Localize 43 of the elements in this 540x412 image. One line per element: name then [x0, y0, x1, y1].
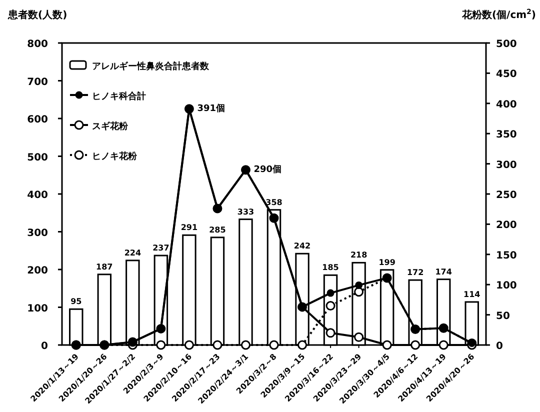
data-label: 391個 — [197, 102, 225, 114]
data-label: 224 — [124, 248, 142, 258]
data-label: 237 — [152, 244, 170, 253]
data-label: 242 — [294, 242, 311, 251]
data-label: 187 — [96, 262, 113, 272]
y-tick-label: 0 — [41, 341, 48, 352]
data-label: 290個 — [254, 164, 282, 175]
y-tick-label: 500 — [27, 152, 48, 164]
y-tick-label: 700 — [27, 76, 48, 88]
data-label: 95 — [70, 297, 82, 306]
y-tick-label: 800 — [27, 39, 48, 50]
y2-tick-label: 250 — [496, 190, 517, 201]
y-tick-label: 400 — [27, 190, 48, 201]
y-tick-label: 200 — [27, 266, 48, 276]
data-label: 358 — [266, 198, 283, 207]
data-label: 114 — [464, 290, 481, 299]
y-axis-title: 患者数(人数) — [7, 9, 68, 21]
legend-label: ヒノキ花粉 — [92, 151, 138, 162]
data-label: 174 — [435, 267, 452, 276]
y2-tick-label: 400 — [496, 99, 517, 110]
data-label: 285 — [209, 225, 226, 234]
data-label: 185 — [322, 263, 340, 272]
y2-tick-label: 50 — [496, 310, 510, 322]
y2-tick-label: 350 — [496, 130, 517, 141]
data-label: 199 — [378, 258, 396, 267]
data-label: 172 — [406, 268, 424, 278]
data-label: 291 — [180, 223, 198, 232]
data-label: 333 — [237, 207, 254, 216]
y2-tick-label: 450 — [496, 69, 517, 80]
legend-label: ヒノキ科合計 — [92, 91, 146, 102]
y2-tick-label: 0 — [496, 341, 503, 352]
y2-tick-label: 200 — [496, 220, 517, 232]
y-tick-label: 300 — [27, 228, 48, 239]
data-label: 218 — [350, 250, 368, 260]
y2-tick-label: 300 — [496, 160, 517, 171]
y2-tick-label: 150 — [496, 250, 517, 262]
legend-label: スギ花粉 — [92, 121, 129, 132]
y2-tick-label: 100 — [496, 280, 517, 292]
y-tick-label: 100 — [27, 303, 48, 314]
y2-tick-label: 500 — [496, 39, 517, 50]
y2-axis-title: 花粉数(個/cm$^{2}$) — [460, 8, 536, 21]
y-tick-label: 600 — [27, 114, 48, 126]
legend-label: アレルギー性鼻炎合計患者数 — [92, 61, 210, 72]
